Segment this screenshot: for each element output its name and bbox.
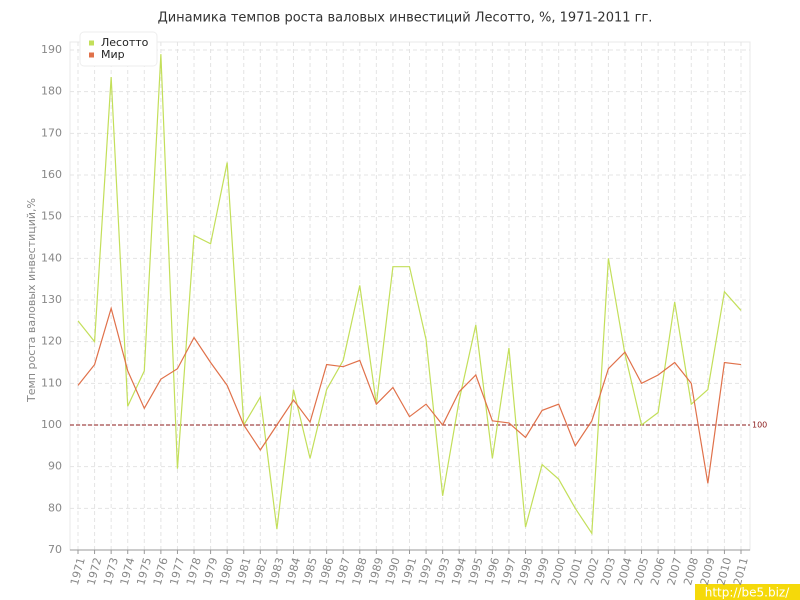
y-tick-label: 110 (41, 376, 62, 389)
y-tick-label: 180 (41, 85, 62, 98)
legend-box (79, 31, 158, 67)
chart-title: Динамика темпов роста валовых инвестиций… (158, 11, 653, 26)
y-tick-label: 100 (41, 418, 62, 431)
y-tick-label: 190 (41, 43, 62, 56)
watermark: http://be5.biz/ (705, 586, 790, 600)
y-tick-label: 160 (41, 168, 62, 181)
y-tick-label: 70 (48, 543, 62, 556)
y-tick-label: 80 (48, 501, 62, 514)
watermark-bg (695, 584, 800, 600)
reference-label: 100 (752, 421, 767, 430)
series-line (77, 54, 742, 536)
y-tick-label: 140 (41, 251, 62, 264)
legend-swatch (89, 52, 94, 58)
y-axis-label: Темп роста валовых инвестиций,% (25, 198, 38, 403)
y-tick-label: 90 (48, 460, 62, 473)
series-line (77, 306, 742, 484)
legend-swatch (89, 40, 94, 46)
legend-label: Мир (101, 48, 125, 61)
legend-label: Лесотто (101, 36, 149, 49)
y-tick-label: 120 (41, 335, 62, 348)
y-tick-label: 150 (41, 210, 62, 223)
y-tick-label: 170 (41, 126, 62, 139)
y-tick-label: 130 (41, 293, 62, 306)
x-tick-label: 2011 (731, 556, 751, 586)
